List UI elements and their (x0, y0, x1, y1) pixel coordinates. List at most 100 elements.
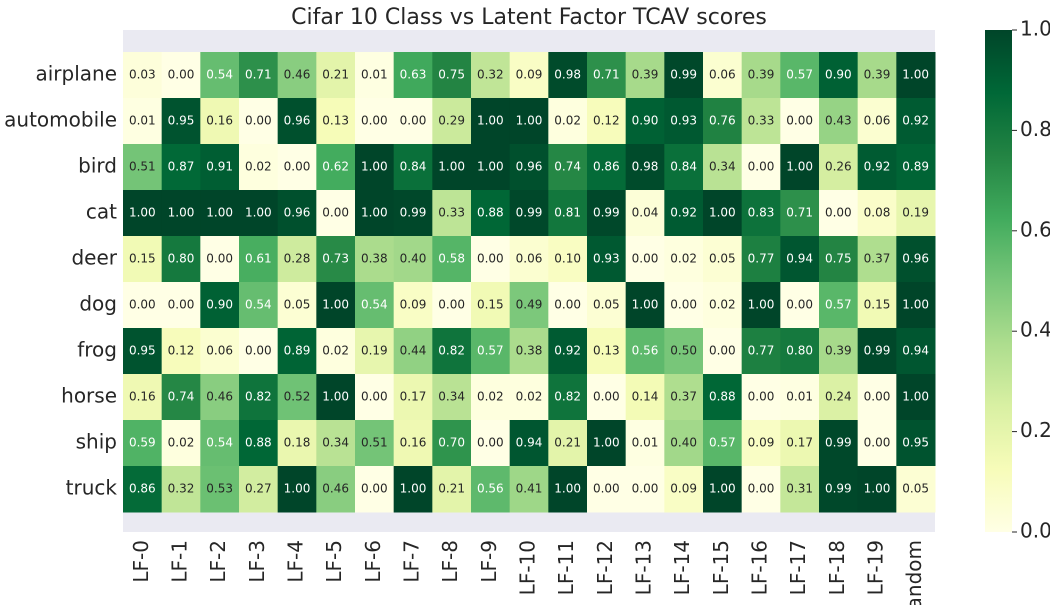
heatmap-cell (741, 144, 781, 191)
cell-label: 0.15 (129, 252, 156, 266)
cell-label: 1.00 (361, 160, 388, 174)
cell-label: 0.00 (864, 390, 891, 404)
chart-title: Cifar 10 Class vs Latent Factor TCAV sco… (291, 5, 767, 30)
heatmap-cell (896, 282, 936, 329)
cell-label: 0.02 (516, 390, 543, 404)
cell-label: 0.57 (786, 68, 813, 82)
cell-label: 0.77 (748, 344, 775, 358)
heatmap-cell (509, 144, 549, 191)
heatmap-cell (587, 236, 627, 283)
cell-label: 0.93 (593, 252, 620, 266)
heatmap-cell (316, 328, 356, 375)
cell-label: 0.00 (786, 298, 813, 312)
cell-label: 0.56 (477, 482, 504, 496)
cell-label: 0.91 (206, 160, 233, 174)
heatmap-cell (393, 144, 433, 191)
heatmap-cell (432, 144, 472, 191)
heatmap-cell (780, 52, 820, 99)
cell-label: 0.15 (864, 298, 891, 312)
heatmap-cell (625, 236, 665, 283)
cell-label: 0.05 (284, 298, 311, 312)
cell-label: 0.94 (516, 436, 543, 450)
cell-label: 1.00 (129, 206, 156, 220)
cell-label: 0.99 (516, 206, 543, 220)
heatmap-cell (625, 374, 665, 421)
heatmap-cell (780, 144, 820, 191)
cell-label: 0.43 (825, 114, 852, 128)
cell-label: 0.99 (825, 482, 852, 496)
cell-label: 0.17 (786, 436, 813, 450)
cell-label: 0.92 (864, 160, 891, 174)
cell-label: 0.21 (322, 68, 349, 82)
cell-label: 1.00 (632, 298, 659, 312)
heatmap-cell (200, 190, 240, 237)
heatmap-cell (277, 328, 317, 375)
heatmap-cell (664, 144, 704, 191)
x-tick-label: LF-8 (438, 540, 462, 583)
heatmap-cell (509, 328, 549, 375)
cell-label: 1.00 (322, 390, 349, 404)
cell-label: 0.04 (632, 206, 659, 220)
cell-label: 0.29 (438, 114, 465, 128)
cell-label: 0.54 (206, 436, 233, 450)
cell-label: 0.73 (322, 252, 349, 266)
cell-label: 0.02 (670, 252, 697, 266)
cell-label: 0.46 (322, 482, 349, 496)
row-label: deer (71, 246, 117, 270)
cell-label: 0.89 (902, 160, 929, 174)
cell-label: 0.14 (632, 390, 659, 404)
cell-label: 0.76 (709, 114, 736, 128)
heatmap-cell (780, 374, 820, 421)
heatmap-cell (587, 466, 627, 513)
cell-label: 0.51 (361, 436, 388, 450)
cell-label: 0.00 (206, 252, 233, 266)
heatmap-cell (123, 374, 163, 421)
cell-label: 0.19 (902, 206, 929, 220)
cell-label: 1.00 (786, 160, 813, 174)
heatmap-cell (509, 282, 549, 329)
heatmap-cell (239, 374, 279, 421)
heatmap-cell (819, 190, 859, 237)
heatmap-cell (316, 420, 356, 467)
heatmap-cell (896, 328, 936, 375)
cell-label: 0.99 (825, 436, 852, 450)
cell-label: 0.46 (206, 390, 233, 404)
cell-label: 0.16 (206, 114, 233, 128)
cell-label: 0.01 (786, 390, 813, 404)
cell-label: 0.05 (902, 482, 929, 496)
heatmap-cell (780, 98, 820, 145)
heatmap-cell (277, 98, 317, 145)
heatmap-cell (625, 98, 665, 145)
cell-label: 0.88 (245, 436, 272, 450)
heatmap-cell (896, 466, 936, 513)
cell-label: 0.01 (361, 68, 388, 82)
cell-label: 0.00 (168, 68, 195, 82)
cell-label: 0.37 (670, 390, 697, 404)
x-tick-label: LF-18 (825, 540, 849, 595)
cell-label: 0.77 (748, 252, 775, 266)
cell-label: 0.40 (400, 252, 427, 266)
x-tick-label: LF-19 (864, 540, 888, 595)
heatmap-cell (819, 328, 859, 375)
cell-label: 0.96 (902, 252, 929, 266)
heatmap-cell (200, 98, 240, 145)
heatmap-cell (857, 328, 897, 375)
cell-label: 0.98 (554, 68, 581, 82)
heatmap-cell (896, 374, 936, 421)
heatmap-cell (857, 374, 897, 421)
cell-label: 0.51 (129, 160, 156, 174)
cell-label: 0.56 (632, 344, 659, 358)
heatmap-cell (471, 190, 511, 237)
cell-label: 0.92 (554, 344, 581, 358)
heatmap-cell (857, 466, 897, 513)
heatmap-cell (200, 236, 240, 283)
heatmap-cell (587, 328, 627, 375)
cell-label: 0.32 (477, 68, 504, 82)
heatmap-cell (316, 282, 356, 329)
cell-label: 0.09 (516, 68, 543, 82)
x-tick-label: LF-10 (516, 540, 540, 595)
cell-label: 0.87 (168, 160, 195, 174)
heatmap-cell (857, 52, 897, 99)
heatmap-cell (277, 374, 317, 421)
cell-label: 0.54 (206, 68, 233, 82)
